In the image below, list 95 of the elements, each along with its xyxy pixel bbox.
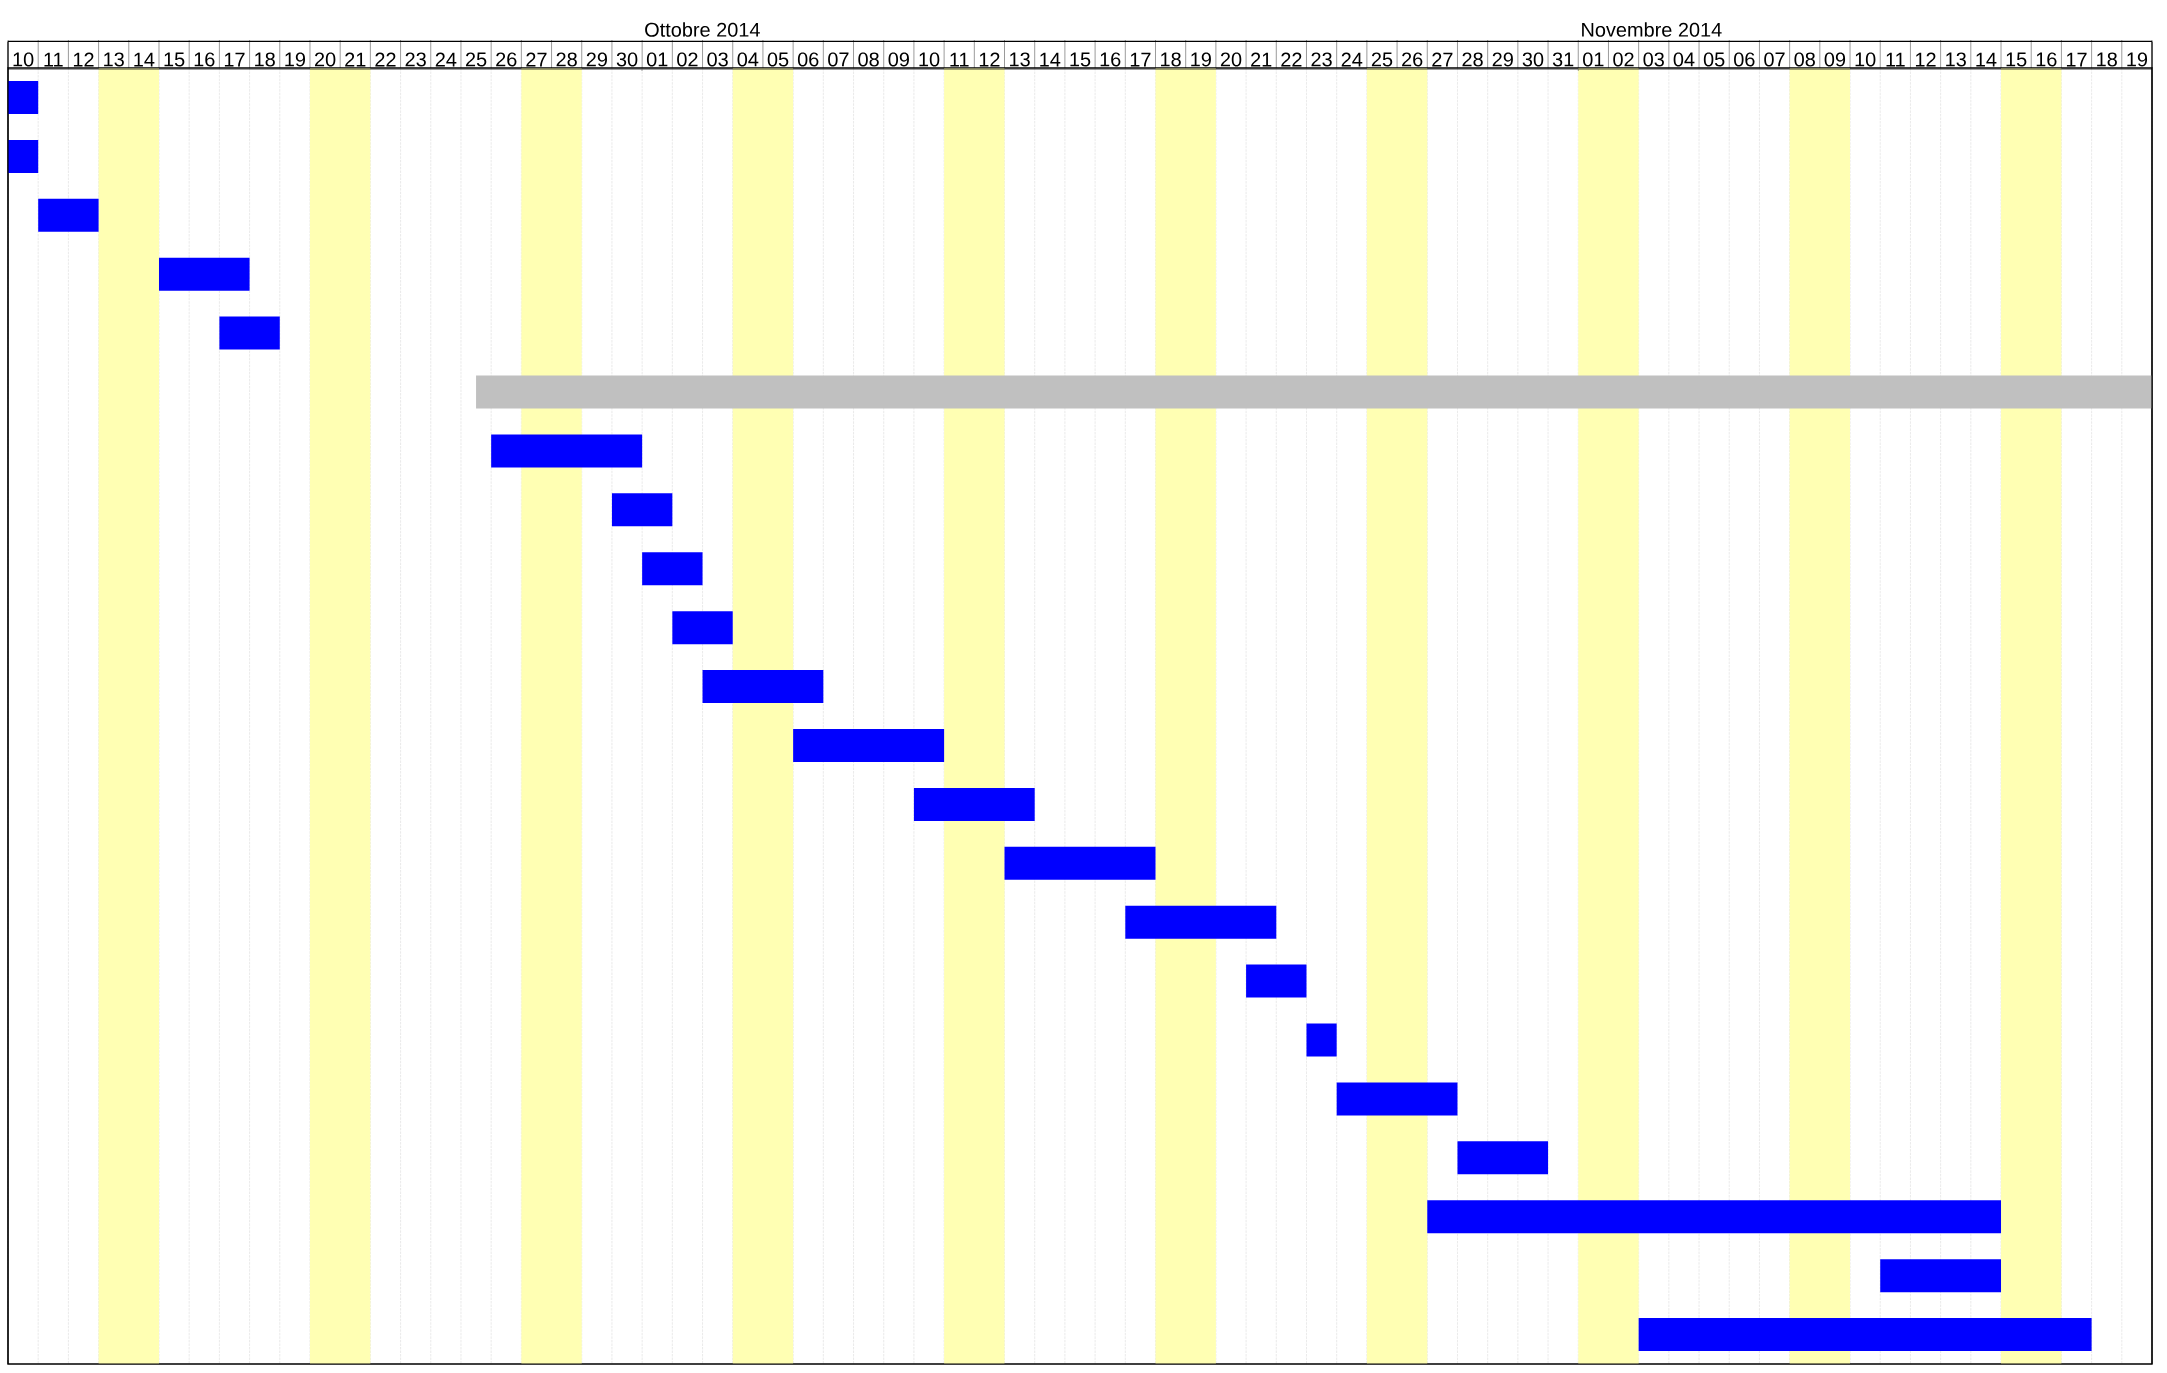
bar <box>1457 1141 1549 1175</box>
bar <box>476 375 2152 409</box>
x-tick-label: 05 <box>1703 52 1725 67</box>
x-tick-label: 09 <box>1824 52 1846 67</box>
x-tick-label: 27 <box>526 52 547 67</box>
x-tick-label: 30 <box>616 52 638 67</box>
x-tick-label: 02 <box>1613 52 1634 67</box>
bar <box>913 787 1035 821</box>
bar <box>38 198 99 232</box>
x-tick-label: 15 <box>1070 52 1091 67</box>
bar <box>1427 1200 2002 1234</box>
x-tick-label: 17 <box>2066 52 2087 67</box>
x-tick-label: 10 <box>1855 52 1876 67</box>
x-tick-label: 06 <box>1734 52 1755 67</box>
x-tick-label: 08 <box>1794 52 1815 67</box>
bar <box>1638 1318 2092 1352</box>
x-tick-label: 23 <box>405 52 426 67</box>
x-tick-label: 18 <box>2097 52 2117 67</box>
x-tick-label: 08 <box>858 52 879 67</box>
text: Ottobre 2014 <box>645 22 760 37</box>
x-tick-label: 02 <box>677 52 698 67</box>
x-tick-label: 04 <box>737 52 759 67</box>
x-tick-label: 13 <box>1946 52 1966 67</box>
bar <box>1880 1259 2002 1293</box>
x-tick-label: 21 <box>345 52 366 67</box>
x-tick-label: 30 <box>1522 52 1544 67</box>
x-tick-label: 20 <box>1220 52 1242 67</box>
x-tick-label: 29 <box>1492 52 1513 67</box>
x-tick-label: 28 <box>1462 52 1483 67</box>
bar <box>8 139 39 173</box>
x-tick-label: 10 <box>919 52 940 67</box>
x-tick-label: 16 <box>2036 52 2057 67</box>
bar <box>793 728 945 762</box>
x-tick-label: 15 <box>2006 52 2027 67</box>
x-tick-label: 16 <box>1100 52 1121 67</box>
x-tick-label: 06 <box>797 52 819 67</box>
x-tick-label: 27 <box>1432 52 1453 67</box>
x-tick-label: 17 <box>224 52 245 67</box>
bar <box>1336 1082 1458 1116</box>
x-tick-label: 07 <box>828 52 849 67</box>
x-tick-label: 15 <box>164 52 185 67</box>
x-tick-label: 26 <box>1402 52 1423 67</box>
x-tick-label: 20 <box>314 52 336 67</box>
x-tick-label: 31 <box>1552 52 1574 67</box>
x-tick-label: 18 <box>255 52 275 67</box>
x-tick-label: 01 <box>646 52 668 67</box>
x-tick-label: 14 <box>134 52 155 67</box>
x-tick-label: 22 <box>1281 52 1302 67</box>
text: Novembre 2014 <box>1582 22 1722 37</box>
x-tick-label: 23 <box>1311 52 1332 67</box>
x-tick-label: 13 <box>1010 52 1030 67</box>
bar <box>672 611 733 645</box>
x-tick-label: 12 <box>73 52 94 67</box>
x-tick-label: 24 <box>435 52 457 67</box>
bar <box>1125 905 1277 939</box>
bar <box>491 434 643 468</box>
bar <box>158 257 250 291</box>
x-tick-label: 03 <box>1643 52 1664 67</box>
x-tick-label: 19 <box>1191 52 1211 67</box>
bar <box>219 316 280 350</box>
x-tick-label: 26 <box>496 52 517 67</box>
x-tick-label: 12 <box>979 52 1000 67</box>
x-tick-label: 22 <box>375 52 396 67</box>
x-tick-label: 03 <box>707 52 728 67</box>
x-tick-label: 11 <box>950 52 969 67</box>
x-tick-label: 21 <box>1251 52 1272 67</box>
bar <box>611 493 673 527</box>
x-tick-label: 04 <box>1673 52 1695 67</box>
x-tick-label: 05 <box>767 52 789 67</box>
x-tick-label: 01 <box>1583 52 1604 67</box>
x-tick-label: 12 <box>1915 52 1936 67</box>
x-tick-label: 29 <box>586 52 607 67</box>
x-tick-label: 10 <box>13 52 34 67</box>
x-tick-label: 25 <box>465 52 487 67</box>
x-tick-label: 17 <box>1130 52 1151 67</box>
x-tick-label: 19 <box>285 52 306 67</box>
x-tick-label: 13 <box>104 52 124 67</box>
x-tick-label: 14 <box>1976 52 1997 67</box>
x-tick-label: 09 <box>888 52 909 67</box>
bar <box>8 80 39 114</box>
bar <box>1004 846 1156 880</box>
x-tick-label: 16 <box>194 52 215 67</box>
x-tick-label: 18 <box>1161 52 1181 67</box>
x-tick-label: 07 <box>1764 52 1785 67</box>
x-tick-label: 24 <box>1341 52 1363 67</box>
x-tick-label: 25 <box>1371 52 1393 67</box>
x-tick-label: 19 <box>2127 52 2148 67</box>
x-tick-label: 11 <box>1886 52 1905 67</box>
x-tick-label: 28 <box>556 52 577 67</box>
x-tick-label: 14 <box>1040 52 1061 67</box>
bar <box>1246 964 1307 998</box>
bar <box>642 552 703 586</box>
bar <box>1306 1023 1337 1057</box>
x-tick-label: 11 <box>44 52 63 67</box>
bar <box>702 670 824 704</box>
